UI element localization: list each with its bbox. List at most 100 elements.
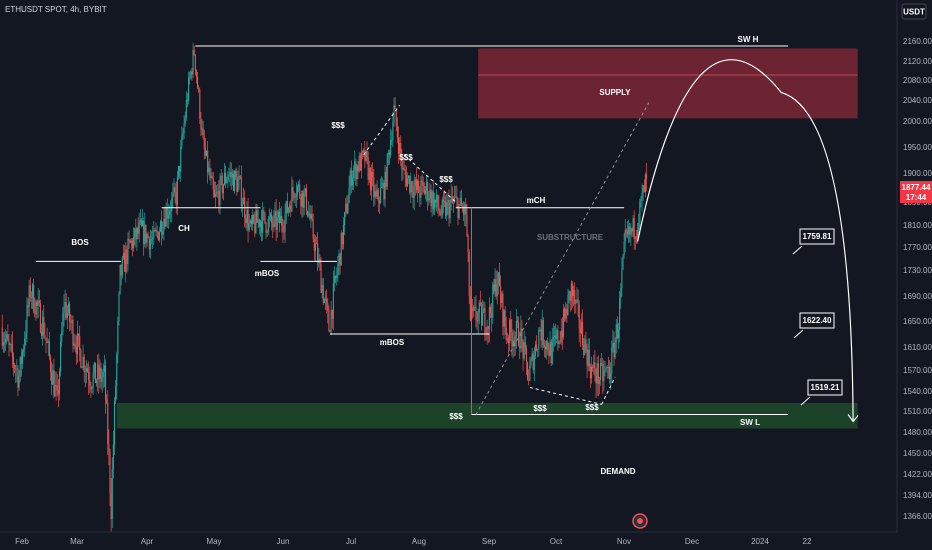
candle: [292, 179, 294, 202]
candle: [640, 195, 642, 208]
candle: [588, 338, 590, 372]
time-axis[interactable]: Feb Mar Apr May Jun Jul Aug Sep Oct Nov Dec 2024 22: [15, 537, 812, 546]
candle: [54, 371, 56, 397]
time-tick-label: Sep: [482, 537, 497, 546]
candle: [616, 316, 618, 340]
currency-button-label[interactable]: USDT: [903, 8, 925, 17]
candle: [230, 162, 232, 191]
candle: [573, 285, 575, 307]
candle: [596, 356, 598, 396]
candle: [214, 181, 217, 208]
candle: [403, 158, 405, 171]
candle: [326, 289, 328, 314]
candle: [595, 368, 597, 399]
candle: [516, 316, 519, 329]
candle: [145, 224, 147, 249]
candle: [502, 290, 504, 336]
candle: [216, 185, 218, 197]
candle: [223, 163, 226, 186]
candle: [377, 187, 379, 212]
candle: [231, 168, 233, 186]
candle: [375, 183, 377, 199]
candle: [492, 281, 494, 324]
candle: [248, 213, 250, 233]
candle: [7, 324, 9, 342]
candle: [555, 323, 557, 346]
candle: [436, 189, 438, 212]
candle: [557, 325, 559, 351]
price-axis[interactable]: 1366.00 1394.00 1422.00 1450.00 1480.00 1510.…: [903, 37, 932, 521]
candle: [201, 119, 203, 136]
time-tick-label: Apr: [141, 537, 154, 546]
candle: [551, 328, 553, 365]
liquidity-trendline: [601, 376, 616, 405]
candle: [560, 318, 562, 346]
candle: [40, 323, 43, 340]
mch-label: mCH: [527, 196, 546, 205]
candle: [111, 457, 113, 528]
candle: [75, 335, 77, 365]
candle: [101, 368, 103, 393]
candle: [527, 361, 529, 381]
candle: [95, 378, 98, 387]
candle: [484, 302, 486, 342]
candle: [274, 201, 276, 227]
liquidity-label-2: $$$: [399, 153, 413, 162]
candle: [431, 189, 433, 217]
liquidity-label-3: $$$: [439, 175, 453, 184]
candle: [346, 195, 348, 215]
candle: [308, 200, 310, 218]
candle: [391, 130, 393, 145]
candle: [189, 71, 191, 85]
candle: [240, 165, 242, 213]
candle: [561, 317, 563, 350]
candle: [115, 380, 117, 404]
candle: [419, 186, 421, 207]
candle: [486, 319, 488, 345]
liquidity-label-5: $$$: [533, 404, 547, 413]
candle: [137, 217, 139, 239]
candle: [366, 141, 368, 165]
candle: [62, 306, 64, 336]
candle: [260, 209, 263, 242]
candle: [262, 201, 264, 241]
candle: [558, 340, 560, 349]
candle: [213, 181, 215, 198]
candle: [556, 327, 558, 344]
candle: [376, 180, 378, 200]
candle: [458, 203, 460, 220]
candle: [491, 303, 493, 332]
candle: [207, 140, 209, 184]
currency-button[interactable]: USDT: [901, 3, 927, 20]
candle: [432, 179, 434, 215]
candle: [585, 331, 587, 353]
candle: [530, 356, 532, 369]
price-tick-label: 1450.00: [903, 449, 932, 458]
candle: [413, 174, 415, 211]
candle: [524, 336, 526, 355]
candle: [604, 361, 606, 377]
candle: [457, 197, 459, 226]
candle: [356, 164, 358, 187]
candle: [449, 198, 451, 224]
candle: [264, 212, 266, 225]
candle: [632, 214, 634, 237]
candle: [153, 221, 155, 246]
candle: [400, 135, 402, 167]
candle: [152, 226, 154, 249]
candle: [411, 180, 413, 198]
candle: [199, 87, 201, 125]
candle: [518, 316, 520, 347]
candle: [174, 182, 176, 204]
candle: [277, 209, 279, 224]
price-tick-label: 1770.00: [903, 243, 932, 252]
candle: [370, 164, 373, 201]
candle: [335, 275, 337, 284]
candle: [119, 264, 121, 295]
candle: [438, 195, 440, 217]
time-tick-label: 2024: [751, 537, 769, 546]
candle: [271, 209, 273, 231]
candle: [258, 218, 260, 235]
candle: [211, 172, 213, 179]
